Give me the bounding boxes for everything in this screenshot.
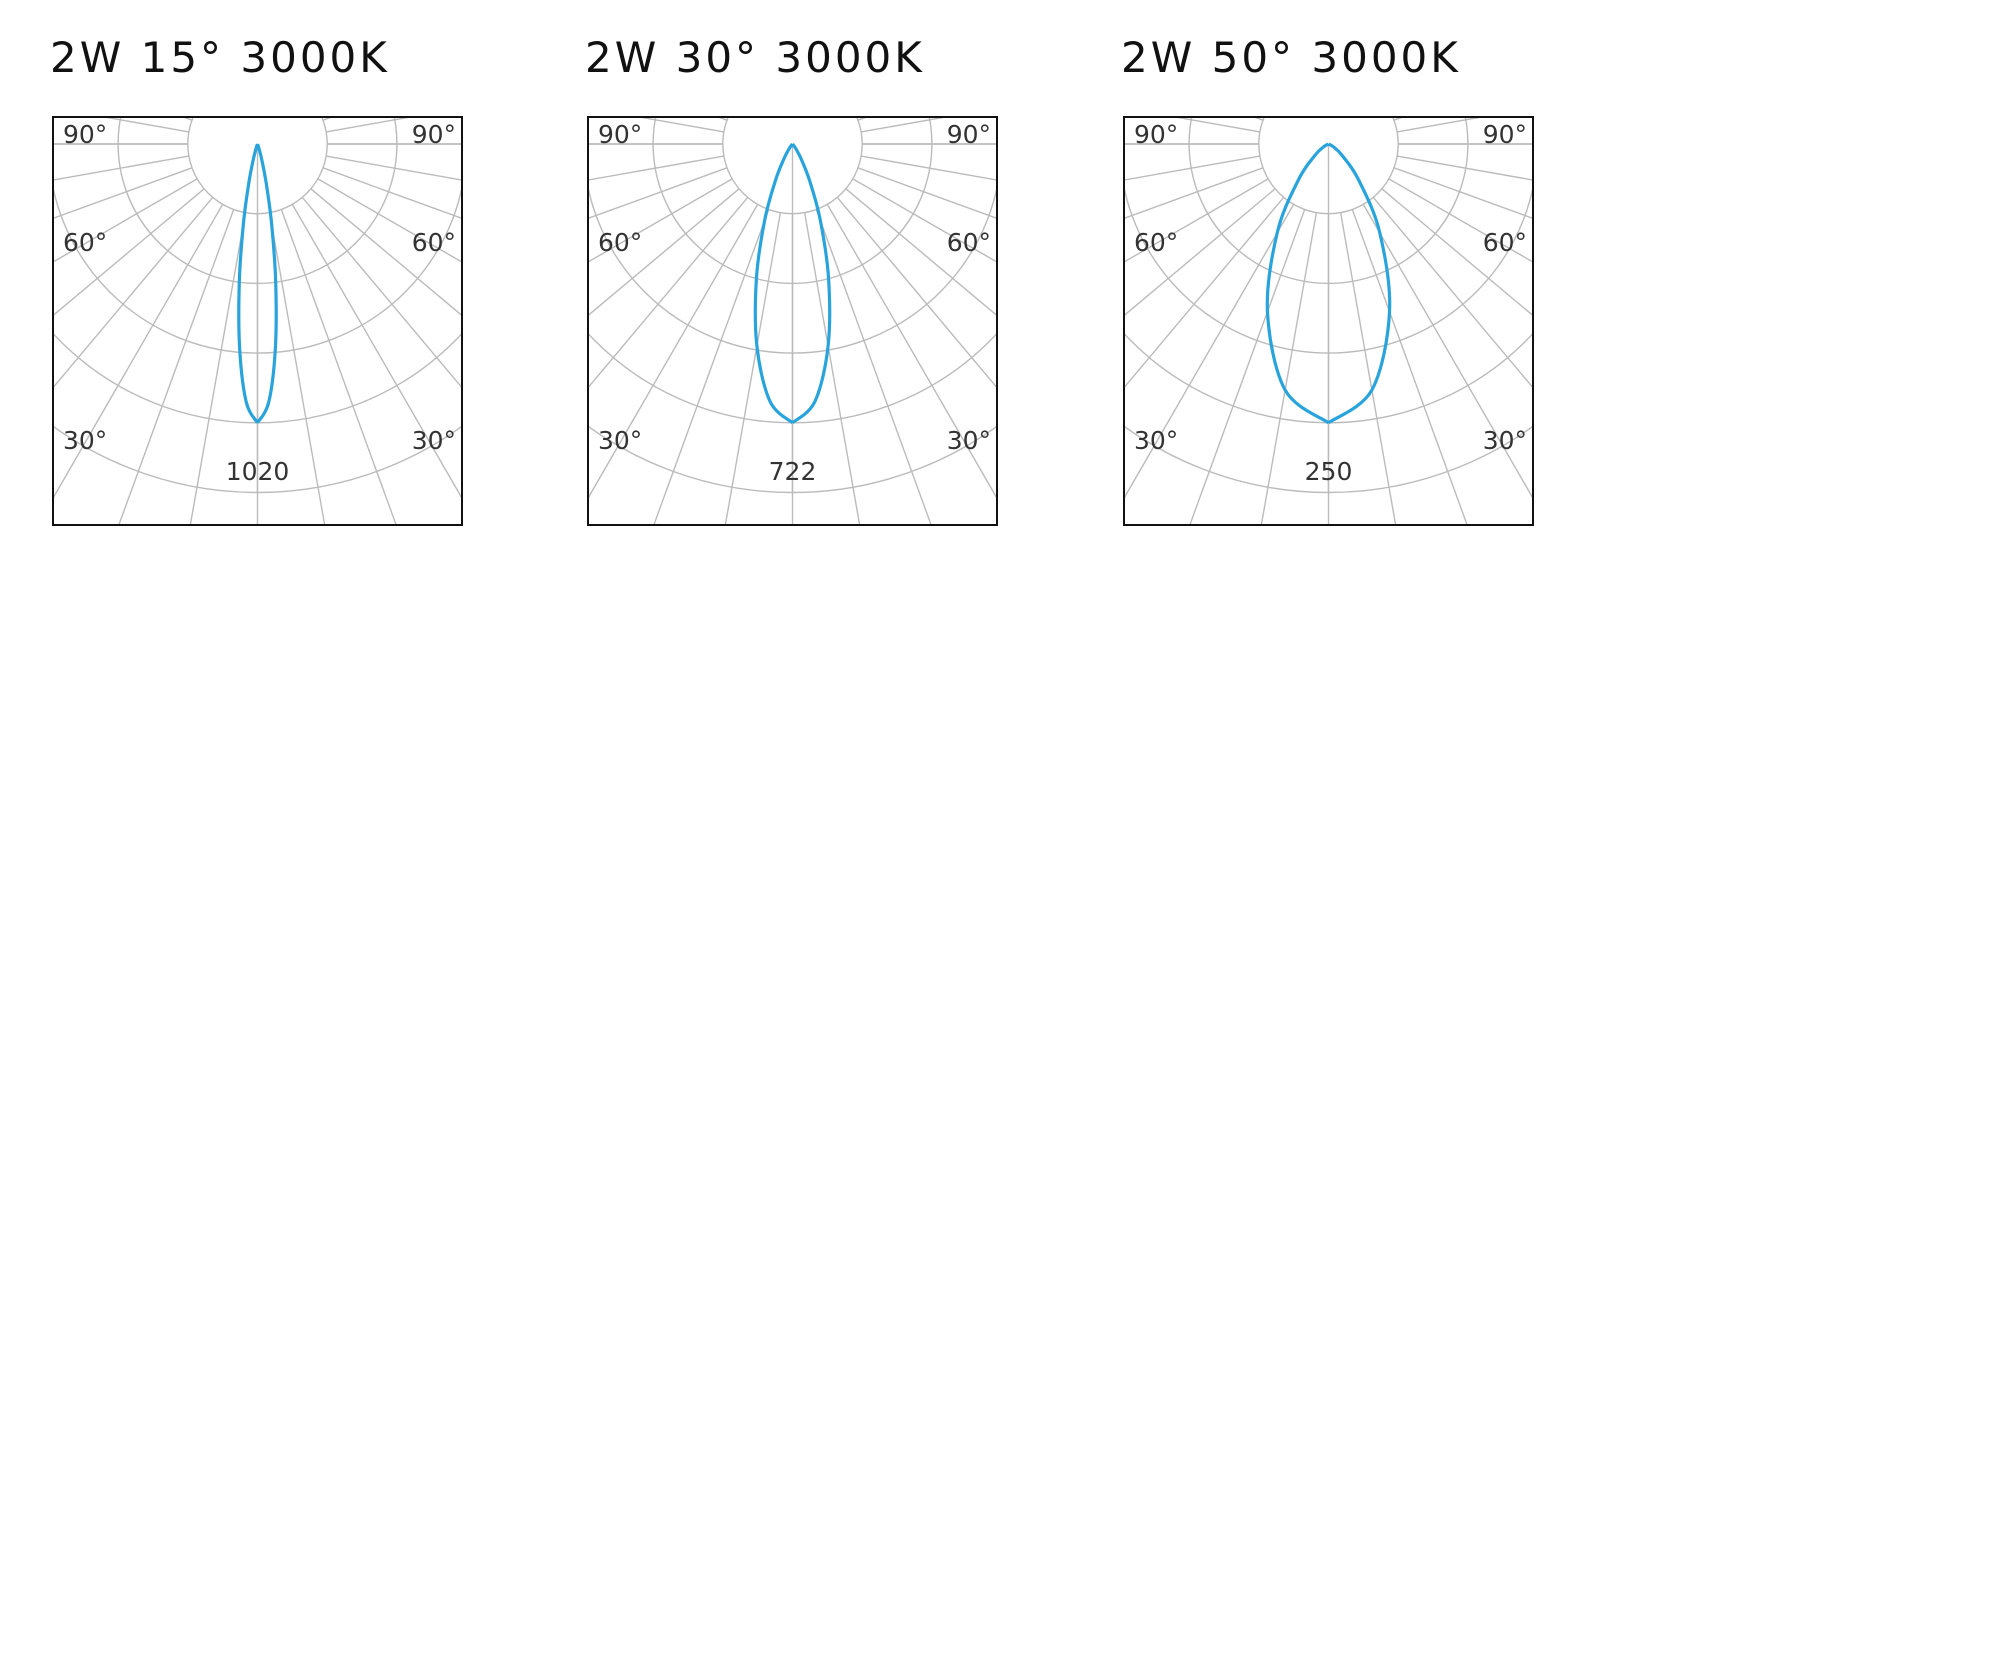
angle-label: 90° (63, 120, 107, 149)
spoke (588, 188, 740, 317)
spoke (189, 212, 247, 525)
angle-label: 60° (947, 228, 991, 257)
angle-label: 90° (1483, 120, 1527, 149)
chart-title: 2W 15° 3000K (50, 33, 390, 82)
beam-curve (237, 143, 260, 424)
spoke (1339, 212, 1397, 525)
spoke (1372, 196, 1533, 389)
spoke (53, 178, 198, 263)
angle-label: 60° (412, 228, 456, 257)
angle-label: 30° (412, 426, 456, 455)
beam-curve (255, 143, 278, 424)
chart-title: 2W 30° 3000K (585, 33, 925, 82)
spoke (588, 178, 733, 263)
angle-label: 90° (1134, 120, 1178, 149)
spoke (588, 196, 749, 389)
plot (588, 117, 997, 525)
angle-label: 30° (598, 426, 642, 455)
angle-label: 90° (947, 120, 991, 149)
spoke (53, 204, 224, 500)
spoke (322, 167, 462, 220)
spoke (317, 178, 462, 263)
peak-label: 250 (1305, 457, 1353, 486)
spoke (588, 204, 759, 500)
angle-label: 30° (1134, 426, 1178, 455)
frame (587, 116, 998, 526)
spoke (1189, 209, 1306, 525)
beam-curve (1265, 142, 1330, 425)
spoke (845, 188, 997, 317)
spoke (1124, 204, 1295, 500)
peak-label: 722 (769, 457, 817, 486)
angle-label: 90° (412, 120, 456, 149)
spoke (1124, 167, 1264, 220)
spoke (1260, 212, 1318, 525)
spoke (588, 167, 728, 220)
angle-label: 30° (947, 426, 991, 455)
plot (1124, 0, 2000, 525)
angle-label: 90° (598, 120, 642, 149)
spoke (301, 196, 462, 389)
spoke (1362, 204, 1533, 500)
angle-label: 60° (598, 228, 642, 257)
beam-curve (753, 142, 794, 425)
spoke (1393, 167, 1533, 220)
angle-label: 60° (63, 228, 107, 257)
chart-title: 2W 50° 3000K (1121, 33, 1461, 82)
spoke (1381, 188, 1533, 317)
angle-label: 30° (1483, 426, 1527, 455)
angle-label: 60° (1134, 228, 1178, 257)
spoke (826, 204, 997, 500)
spoke (815, 209, 932, 525)
frame (1123, 116, 1534, 526)
spoke (1124, 178, 1269, 263)
spoke (1389, 0, 2000, 109)
spoke (53, 188, 205, 317)
spoke (118, 209, 235, 525)
spoke (1393, 117, 1405, 121)
beam-curve (791, 142, 832, 425)
angle-label: 30° (63, 426, 107, 455)
spoke (1124, 196, 1285, 389)
spoke (836, 196, 997, 389)
spoke (1124, 188, 1276, 317)
spoke (310, 188, 462, 317)
frame (52, 116, 463, 526)
spoke (53, 167, 193, 220)
spoke (1397, 117, 1486, 133)
angle-label: 60° (1483, 228, 1527, 257)
spoke (852, 178, 997, 263)
spoke (653, 209, 770, 525)
spoke (280, 209, 397, 525)
spoke (1388, 178, 1533, 263)
plot (53, 117, 462, 525)
peak-label: 1020 (226, 457, 290, 486)
beam-curve (1327, 142, 1392, 425)
spoke (857, 167, 997, 220)
spoke (268, 212, 326, 525)
spoke (1351, 209, 1468, 525)
spoke (53, 196, 214, 389)
spoke (291, 204, 462, 500)
